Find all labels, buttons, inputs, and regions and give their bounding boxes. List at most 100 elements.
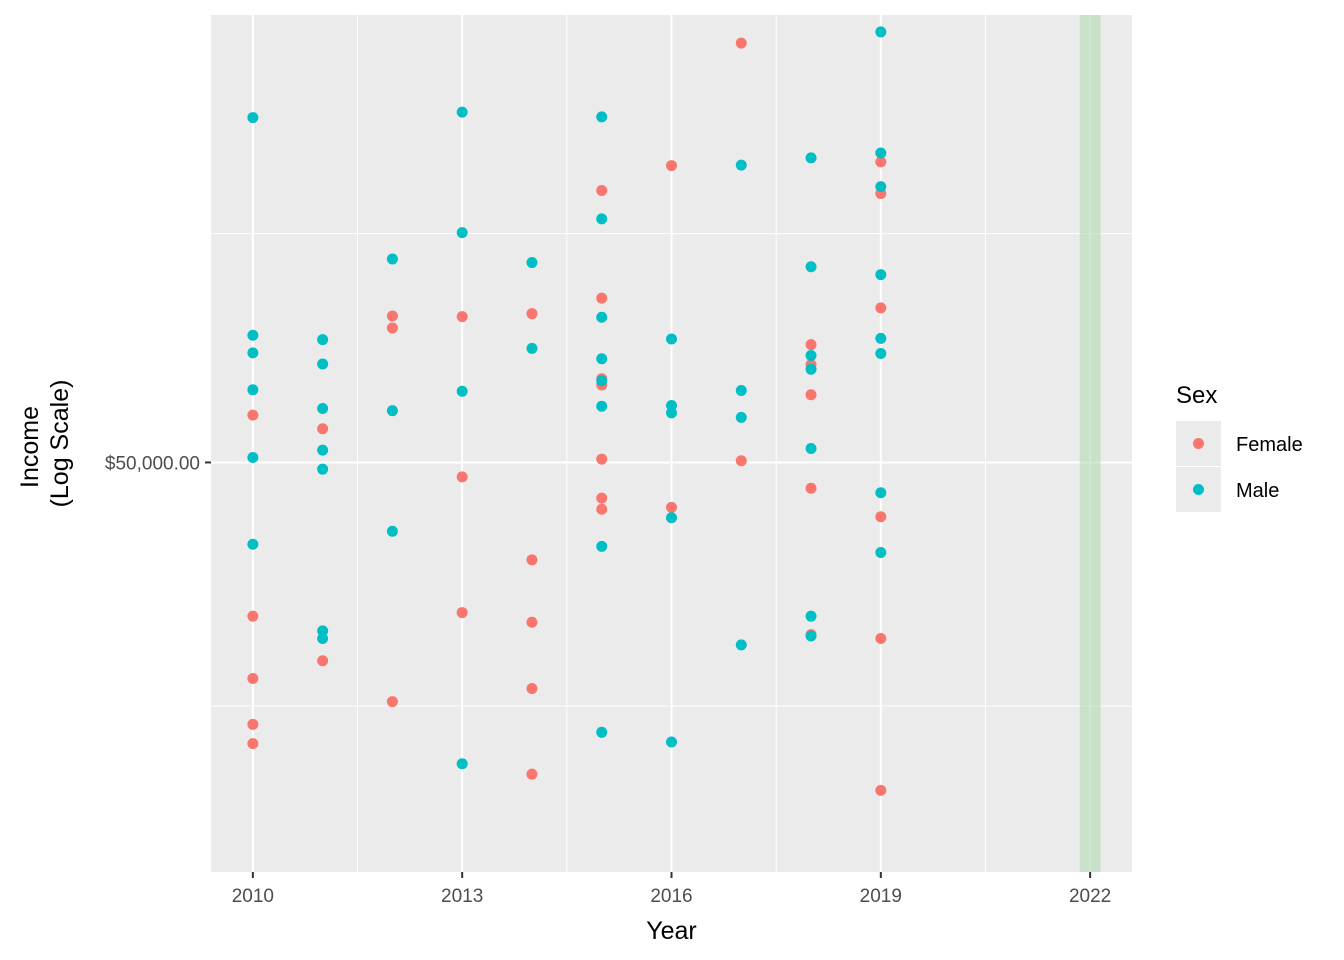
data-point-female <box>247 673 259 685</box>
data-point-male <box>875 332 887 344</box>
data-point-male <box>247 347 259 359</box>
data-point-male <box>386 405 398 417</box>
highlight-band-layer <box>1079 15 1101 872</box>
data-point-female <box>526 616 538 628</box>
data-point-female <box>805 389 817 401</box>
data-point-male <box>317 334 329 346</box>
data-point-female <box>735 37 747 49</box>
legend-label-female: Female <box>1236 434 1303 456</box>
x-axis: 2010 2013 2016 2019 2022 <box>232 872 1111 907</box>
data-point-male <box>317 402 329 414</box>
x-tick-label: 2010 <box>232 886 274 907</box>
data-point-female <box>456 607 468 619</box>
data-point-female <box>526 308 538 320</box>
data-point-male <box>735 159 747 171</box>
data-point-female <box>386 322 398 334</box>
data-point-female <box>386 310 398 322</box>
data-point-female <box>875 784 887 796</box>
data-point-female <box>526 768 538 780</box>
x-tick-label: 2013 <box>441 886 483 907</box>
data-point-male <box>596 726 608 738</box>
data-point-female <box>386 696 398 708</box>
data-point-male <box>875 181 887 193</box>
data-point-male <box>317 463 329 475</box>
data-point-male <box>805 152 817 164</box>
data-point-male <box>875 487 887 499</box>
data-point-male <box>317 625 329 637</box>
data-point-female <box>666 501 677 513</box>
data-point-male <box>805 363 817 375</box>
data-point-male <box>596 375 608 387</box>
highlight-band-2022 <box>1079 15 1101 872</box>
data-point-female <box>596 292 608 304</box>
data-point-male <box>317 632 329 644</box>
x-tick-label: 2022 <box>1069 886 1111 907</box>
legend-key-female-icon <box>1193 438 1204 449</box>
data-point-female <box>526 554 538 566</box>
data-point-female <box>596 503 608 515</box>
data-point-male <box>456 758 468 770</box>
data-point-female <box>875 302 887 314</box>
data-point-male <box>805 349 817 361</box>
y-axis-title-line2: (Log Scale) <box>46 380 74 508</box>
data-point-male <box>386 525 398 537</box>
data-point-male <box>875 26 887 38</box>
data-point-male <box>247 329 259 341</box>
data-point-female <box>875 156 887 168</box>
y-axis-title: Income (Log Scale) <box>16 380 74 508</box>
points-layer <box>247 26 887 796</box>
data-point-male <box>805 261 817 273</box>
data-point-female <box>596 492 608 504</box>
data-point-male <box>735 411 747 423</box>
data-point-female <box>317 655 329 667</box>
data-point-male <box>805 610 817 622</box>
data-point-male <box>386 253 398 265</box>
data-point-male <box>875 147 887 159</box>
legend-title: Sex <box>1176 382 1217 409</box>
data-point-male <box>247 384 259 396</box>
data-point-male <box>596 540 608 552</box>
data-point-male <box>666 407 677 419</box>
data-point-female <box>596 453 608 465</box>
data-point-male <box>456 227 468 239</box>
x-axis-title: Year <box>646 917 697 945</box>
data-point-male <box>596 213 608 225</box>
data-point-female <box>247 718 259 730</box>
data-point-male <box>735 639 747 651</box>
y-axis: $50,000.00 <box>105 453 211 474</box>
data-point-male <box>596 400 608 412</box>
data-point-female <box>805 482 817 494</box>
data-point-male <box>456 385 468 397</box>
legend: Sex Female Male <box>1176 382 1303 512</box>
data-point-male <box>875 269 887 281</box>
data-point-male <box>875 348 887 360</box>
data-point-female <box>247 610 259 622</box>
data-point-male <box>666 333 677 345</box>
data-point-female <box>526 682 538 694</box>
data-point-male <box>247 112 259 124</box>
data-point-male <box>526 342 538 354</box>
data-point-male <box>666 736 677 748</box>
data-point-male <box>596 353 608 365</box>
data-point-female <box>875 632 887 644</box>
data-point-female <box>805 339 817 351</box>
data-point-male <box>456 106 468 118</box>
y-axis-title-line1: Income <box>16 406 44 488</box>
data-point-female <box>247 409 259 421</box>
data-point-male <box>317 358 329 370</box>
data-point-male <box>805 630 817 642</box>
data-point-male <box>596 111 608 123</box>
legend-label-male: Male <box>1236 480 1279 502</box>
data-point-female <box>247 738 259 750</box>
x-tick-label: 2019 <box>860 886 902 907</box>
data-point-male <box>735 385 747 397</box>
data-point-female <box>666 160 677 172</box>
data-point-male <box>805 442 817 454</box>
y-tick-label: $50,000.00 <box>105 453 200 474</box>
data-point-male <box>526 257 538 269</box>
legend-key-male-icon <box>1193 484 1204 495</box>
data-point-female <box>456 471 468 483</box>
data-point-male <box>247 451 259 463</box>
data-point-male <box>666 512 677 524</box>
